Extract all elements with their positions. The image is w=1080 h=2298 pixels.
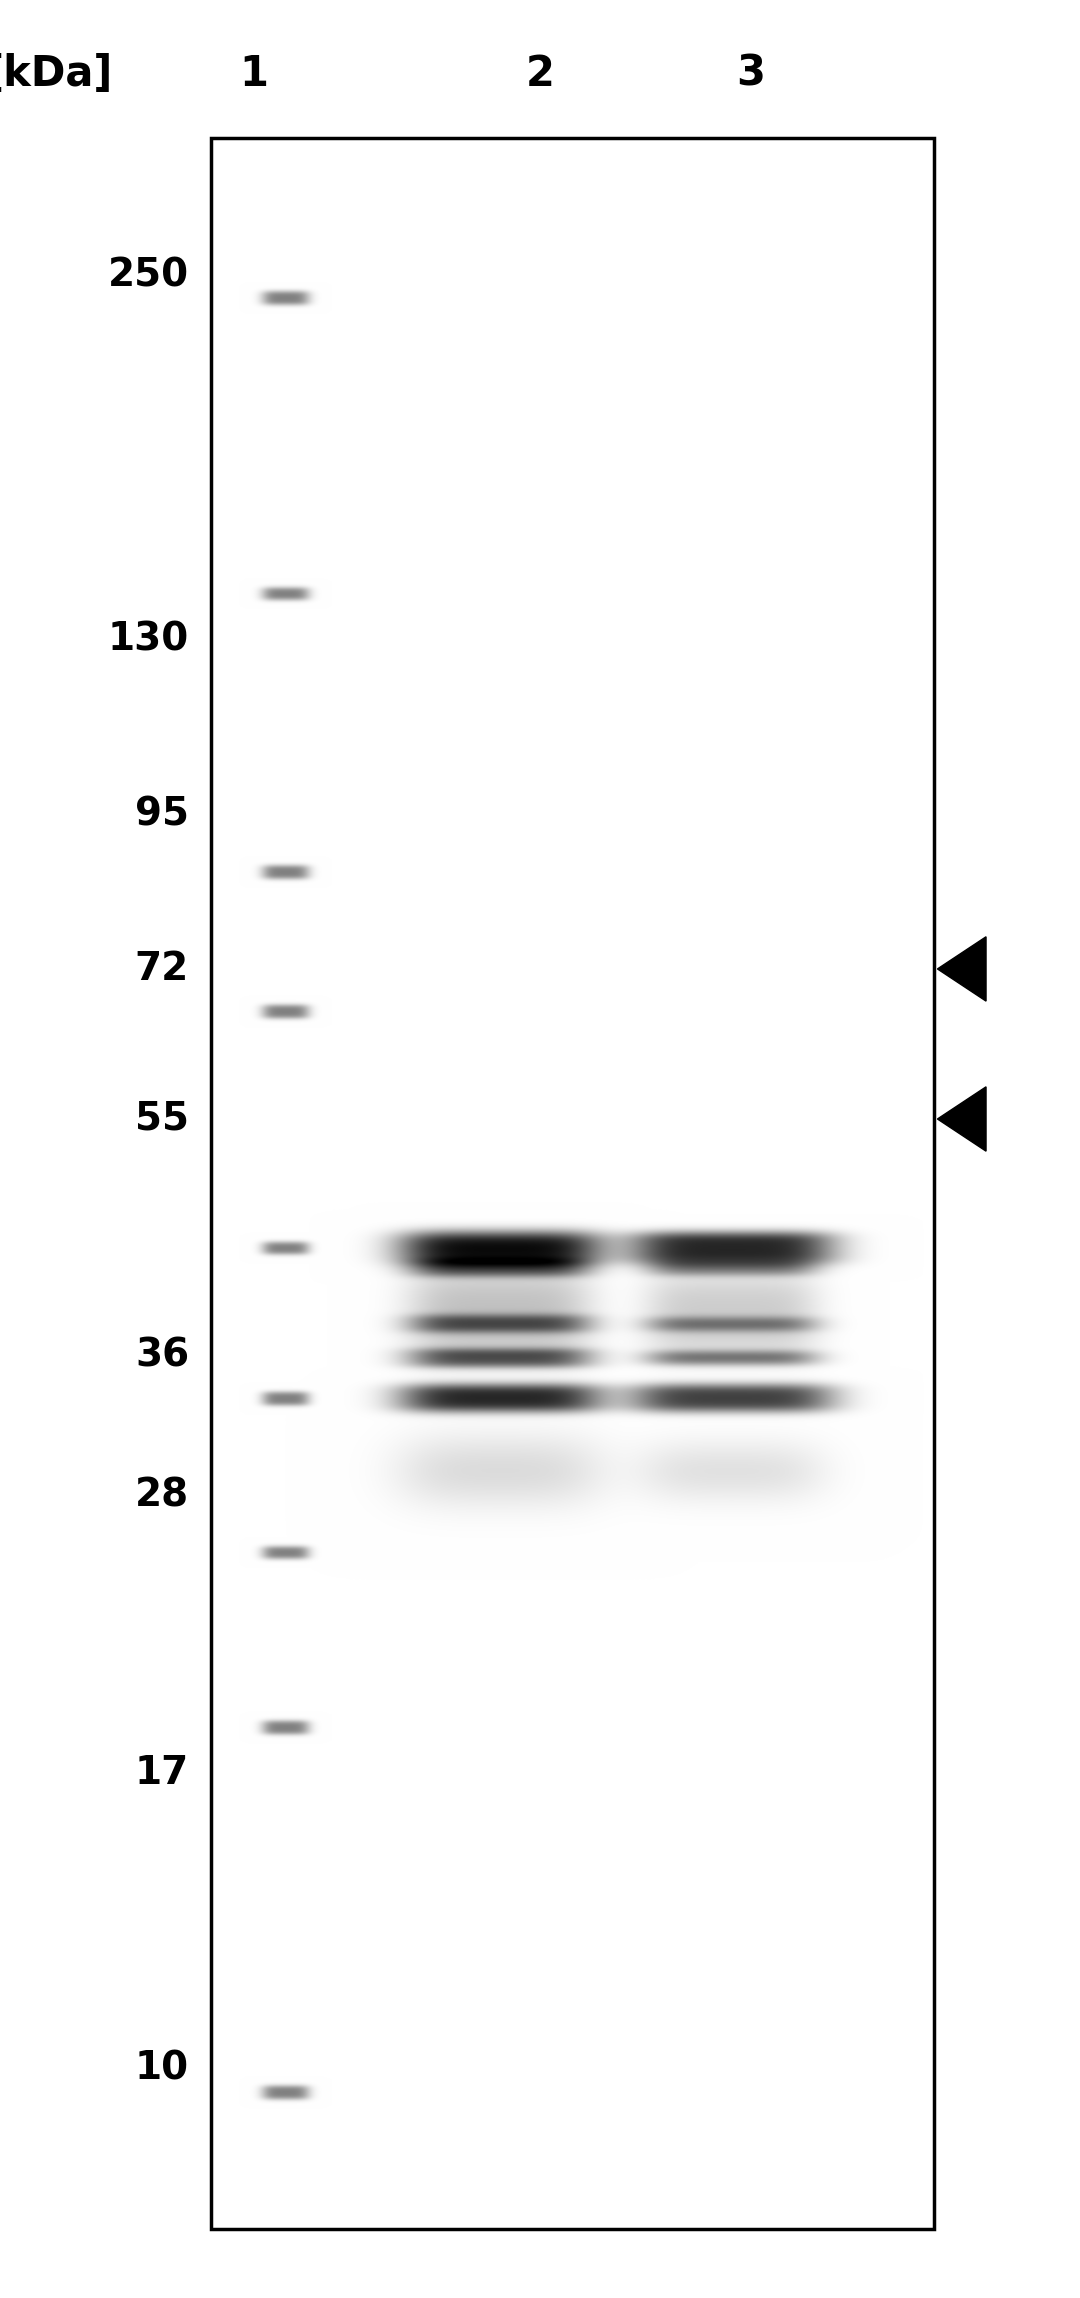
Text: 250: 250 [108, 257, 189, 294]
Polygon shape [937, 1087, 986, 1151]
Text: 2: 2 [526, 53, 554, 94]
Text: 36: 36 [135, 1335, 189, 1374]
Bar [211, 138, 934, 2229]
Text: 55: 55 [135, 1101, 189, 1138]
Text: [kDa]: [kDa] [0, 53, 112, 94]
Text: 28: 28 [135, 1475, 189, 1514]
Text: 10: 10 [135, 2050, 189, 2089]
Text: 130: 130 [108, 620, 189, 660]
Text: 17: 17 [135, 1753, 189, 1792]
Bar [211, 138, 934, 2229]
Text: 1: 1 [240, 53, 268, 94]
Text: 72: 72 [135, 949, 189, 988]
Text: 3: 3 [737, 53, 765, 94]
Text: 95: 95 [135, 795, 189, 834]
Polygon shape [937, 938, 986, 1002]
